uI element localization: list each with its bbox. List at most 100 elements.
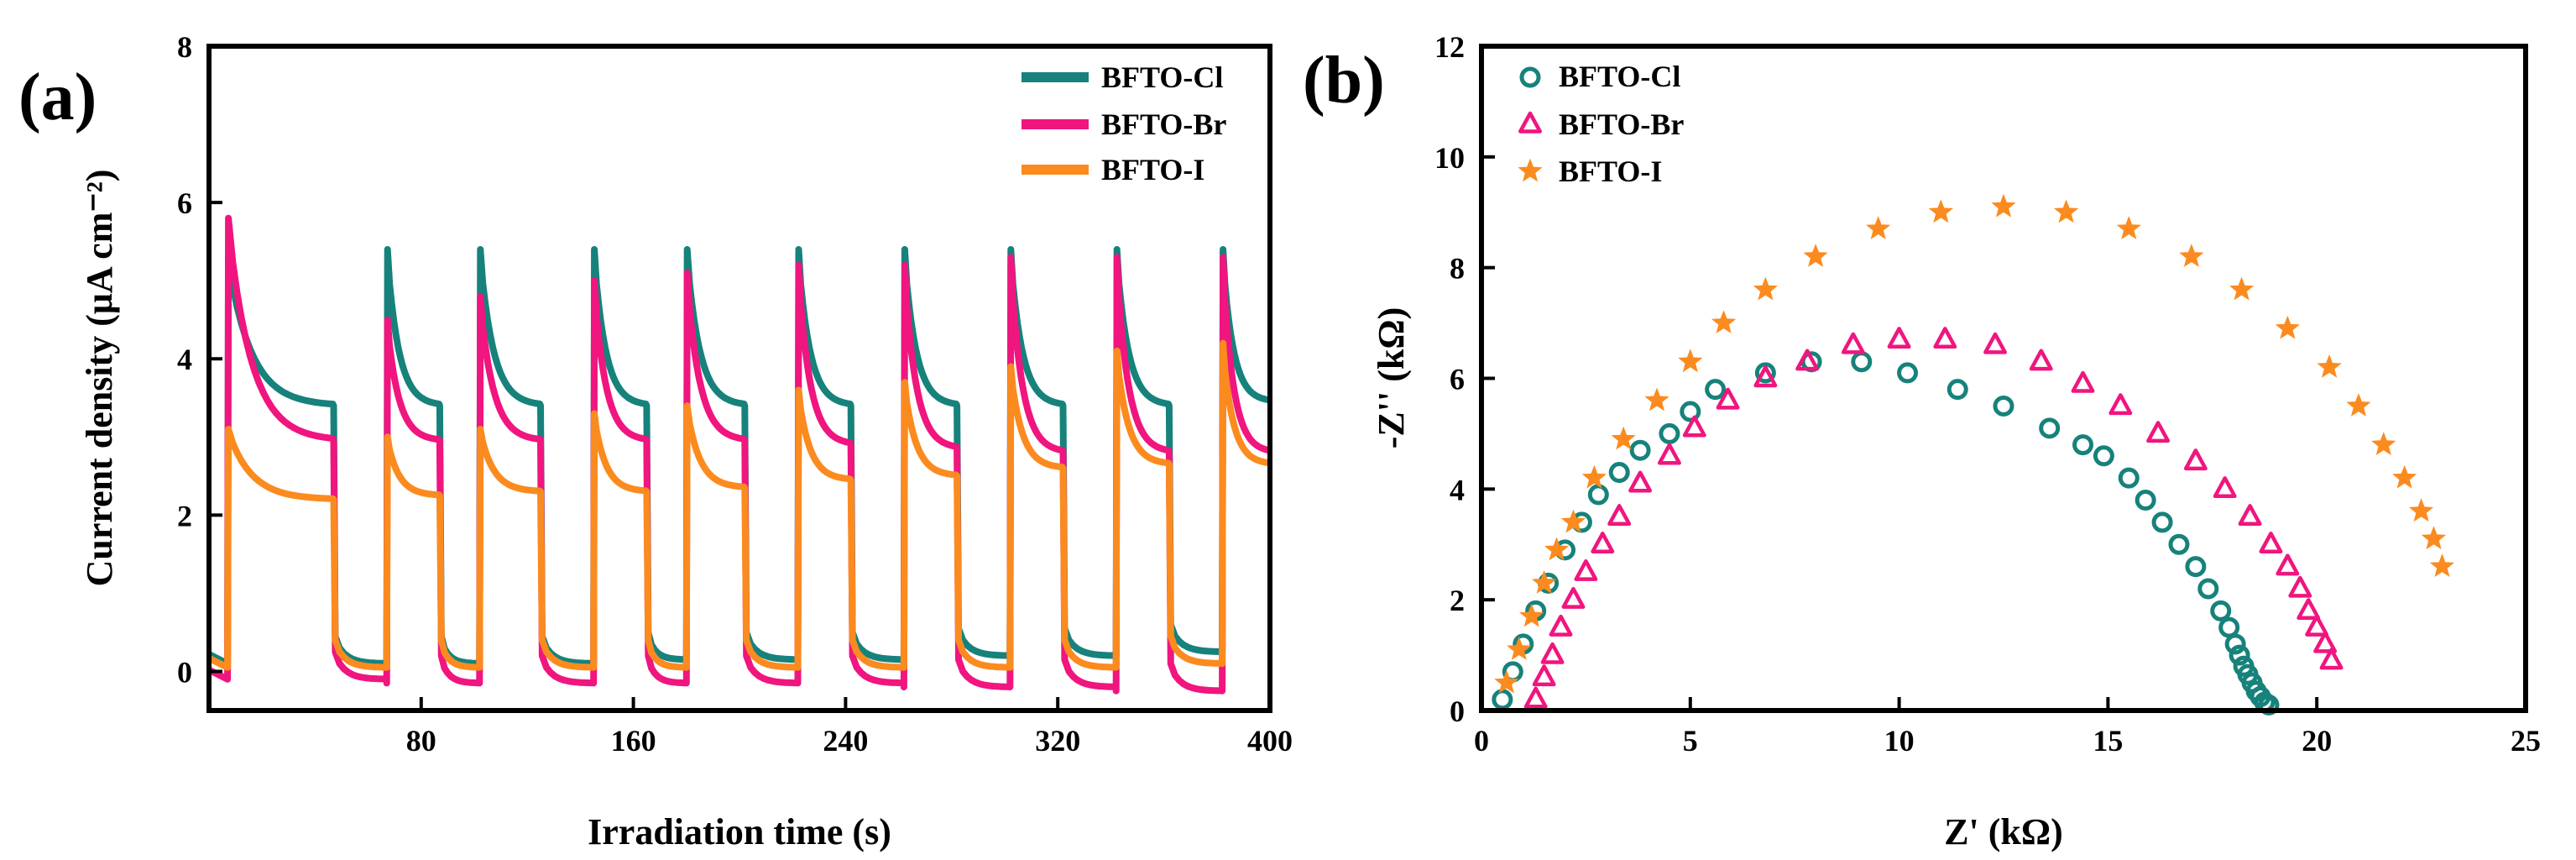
data-point-bfto-br [1523, 686, 1548, 709]
data-point-bfto-i [1544, 537, 1570, 561]
legend-marker-bfto-br [1518, 111, 1542, 134]
data-point-bfto-i [2116, 216, 2141, 240]
panel-a-label: (a) [18, 60, 97, 134]
x-tick-label: 240 [823, 724, 868, 758]
data-point-bfto-br [1841, 332, 1865, 354]
legend-b-label-bfto-cl: BFTO-Cl [1559, 60, 1680, 93]
legend-b-marker-bfto-br [1518, 111, 1542, 134]
data-point-bfto-cl [2093, 445, 2114, 467]
data-point-bfto-cl [1946, 379, 1968, 401]
chart-a-current-density: 80 160 240 320 400 0 2 4 6 8 Irradiation time (s)… [79, 30, 1293, 852]
data-point-bfto-i [1611, 426, 1636, 450]
data-point-bfto-cl [1754, 362, 1776, 384]
data-point-bfto-br [2108, 393, 2133, 416]
legend-b-label-bfto-br: BFTO-Br [1559, 108, 1684, 141]
chart-b-y-axis-title: -Z'' (kΩ) [1371, 307, 1412, 448]
y-tick-label: 8 [1450, 252, 1465, 286]
y-tick-label: 8 [177, 30, 192, 64]
data-point-bfto-cl [1680, 401, 1701, 422]
x-tick-label: 400 [1247, 724, 1293, 758]
data-point-bfto-cl [2118, 467, 2140, 489]
data-point-bfto-i [1494, 669, 1519, 694]
series-line-bfto-br [209, 214, 1270, 695]
chart-b-series-group [1492, 193, 2455, 716]
y-tick-label: 4 [1450, 473, 1465, 506]
x-tick-label: 80 [406, 724, 436, 758]
data-point-bfto-br [1657, 443, 1681, 465]
chart-a-x-axis-title: Irradiation time (s) [588, 811, 891, 852]
data-point-bfto-br [1540, 642, 1565, 664]
data-point-bfto-i [1753, 276, 1779, 301]
x-tick-label: 20 [2302, 724, 2332, 758]
data-point-bfto-br [1591, 532, 1615, 553]
y-tick-label: 0 [1450, 695, 1465, 728]
data-point-bfto-i [2346, 393, 2371, 417]
data-point-bfto-cl [1587, 484, 1609, 506]
chart-b-plot-frame [1479, 44, 2528, 713]
chart-b-legend: BFTO-Cl BFTO-Br BFTO-I [1518, 60, 1684, 188]
data-point-bfto-br [2029, 349, 2053, 371]
data-point-bfto-cl [1629, 439, 1651, 461]
x-tick-label: 160 [611, 724, 656, 758]
series-bfto-i [1494, 193, 2455, 694]
data-point-bfto-br [2276, 553, 2300, 576]
x-tick-label: 25 [2511, 724, 2541, 758]
legend-a-label-bfto-i: BFTO-I [1101, 153, 1204, 186]
y-tick-label: 6 [177, 186, 192, 220]
data-point-bfto-i [2392, 464, 2417, 489]
data-point-bfto-i [2053, 199, 2079, 223]
legend-a-label-bfto-cl: BFTO-Cl [1101, 60, 1223, 94]
chart-a-legend: BFTO-Cl BFTO-Br BFTO-I [1022, 60, 1226, 186]
data-point-bfto-cl [1492, 689, 1513, 711]
series-bfto-cl [1492, 351, 2280, 716]
data-point-bfto-i [2229, 276, 2255, 301]
data-point-bfto-cl [1897, 362, 1919, 384]
data-point-bfto-i [1644, 387, 1669, 412]
data-point-bfto-br [1628, 470, 1653, 493]
y-tick-label: 6 [1450, 363, 1465, 396]
data-point-bfto-i [2429, 553, 2455, 578]
legend-b-label-bfto-i: BFTO-I [1559, 155, 1662, 188]
data-point-bfto-i [1531, 570, 1557, 594]
legend-marker-bfto-i [1518, 158, 1543, 182]
series-line-bfto-cl [209, 246, 1270, 668]
data-point-bfto-i [1678, 349, 1703, 373]
data-point-bfto-cl [2039, 417, 2061, 439]
data-point-bfto-br [1532, 664, 1556, 687]
data-point-bfto-br [2146, 421, 2171, 443]
data-point-bfto-cl [2151, 511, 2173, 533]
series-line-bfto-i [209, 339, 1270, 671]
data-point-bfto-br [1795, 349, 1820, 371]
series-bfto-br [1523, 327, 2343, 709]
panel-b-label: (b) [1303, 44, 1385, 118]
data-point-bfto-i [2371, 432, 2396, 456]
data-point-bfto-i [1519, 603, 1544, 627]
data-point-bfto-br [1549, 614, 1573, 637]
x-tick-label: 320 [1035, 724, 1080, 758]
data-point-bfto-i [1581, 464, 1607, 489]
data-point-bfto-cl [2185, 556, 2207, 578]
data-point-bfto-i [1507, 637, 1532, 660]
legend-marker-bfto-cl [1519, 66, 1541, 88]
y-tick-label: 2 [1450, 584, 1465, 617]
data-point-bfto-i [2408, 498, 2434, 522]
data-point-bfto-br [1753, 365, 1778, 388]
data-point-bfto-cl [2218, 616, 2240, 638]
chart-a-plot-frame [206, 44, 1272, 713]
data-point-bfto-i [1711, 310, 1737, 334]
data-point-bfto-cl [1659, 422, 1680, 444]
data-point-bfto-cl [2168, 533, 2190, 555]
data-point-bfto-br [2259, 532, 2283, 553]
chart-b-x-axis-title: Z' (kΩ) [1944, 811, 2063, 852]
data-point-bfto-br [1607, 504, 1632, 526]
y-tick-label: 10 [1434, 141, 1465, 175]
data-point-bfto-cl [2224, 633, 2246, 655]
chart-a-series-group [209, 214, 1270, 695]
x-tick-label: 5 [1683, 724, 1698, 758]
data-point-bfto-cl [2229, 644, 2250, 666]
data-point-bfto-cl [1993, 395, 2014, 417]
data-point-bfto-br [2238, 504, 2262, 526]
data-point-bfto-cl [2072, 434, 2094, 456]
y-tick-label: 0 [177, 655, 192, 689]
